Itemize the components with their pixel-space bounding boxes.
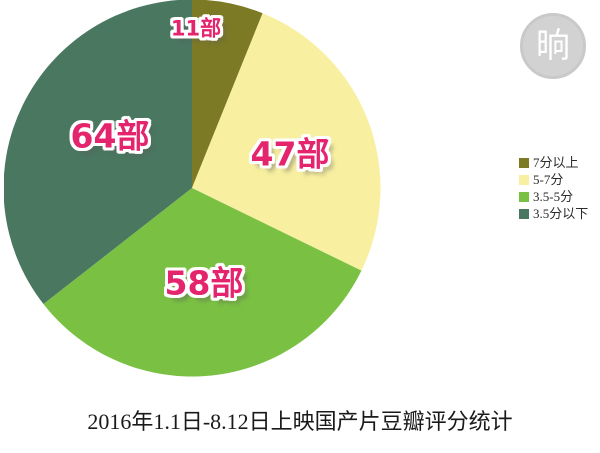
legend-label-3p5-5fen: 3.5-5分	[533, 189, 574, 204]
pie-slice[interactable]	[4, 0, 192, 305]
legend-item-5-7fen[interactable]: 5-7分	[519, 172, 597, 188]
legend-label-5-7fen: 5-7分	[533, 172, 564, 187]
pie-chart: 11部 47部 58部 64部	[4, 0, 381, 377]
legend-swatch-5-7fen	[519, 175, 529, 185]
chart-caption: 2016年1.1日-8.12日上映国产片豆瓣评分统计	[87, 409, 513, 434]
legend-clipped-edge-text	[592, 168, 600, 208]
legend: 7分以上 5-7分 3.5-5分 3.5分以下	[519, 155, 597, 223]
legend-label-7fen-yishang: 7分以上	[533, 155, 579, 170]
legend-item-7fen-yishang[interactable]: 7分以上	[519, 155, 597, 171]
pie-slice[interactable]	[192, 13, 381, 271]
pie-svg	[4, 0, 381, 377]
watermark-glyph: 晌	[536, 26, 570, 66]
legend-label-3p5fen-yixia: 3.5分以下	[533, 206, 589, 221]
pie-slice[interactable]	[192, 0, 263, 188]
legend-swatch-7fen-yishang	[519, 158, 529, 168]
legend-item-3p5fen-yixia[interactable]: 3.5分以下	[519, 206, 597, 222]
legend-item-3p5-5fen[interactable]: 3.5-5分	[519, 189, 597, 205]
legend-swatch-3p5fen-yixia	[519, 209, 529, 219]
circular-watermark-icon: 晌	[520, 13, 586, 79]
legend-swatch-3p5-5fen	[519, 192, 529, 202]
pie-slice[interactable]	[43, 188, 362, 377]
